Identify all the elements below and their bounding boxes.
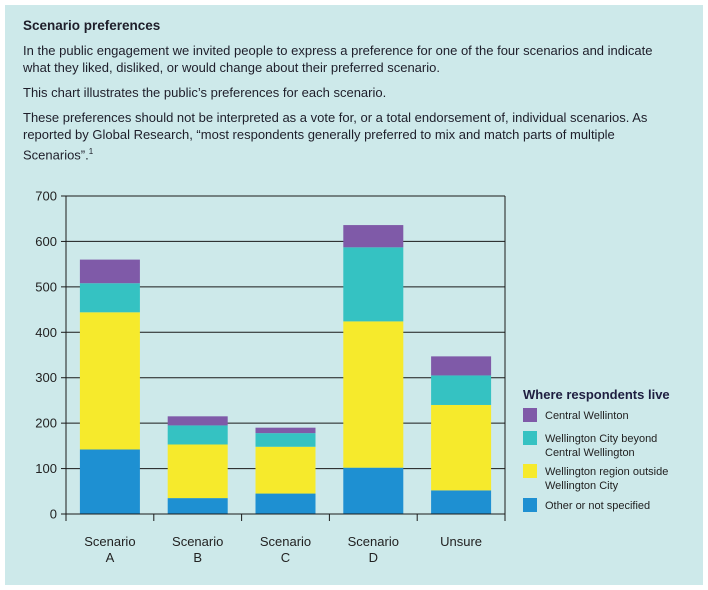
bar-segment bbox=[343, 247, 404, 322]
y-tick-label: 0 bbox=[50, 507, 57, 522]
legend-swatch bbox=[523, 408, 537, 422]
x-category-label: Scenario bbox=[348, 534, 399, 549]
legend-label: Wellington City beyond bbox=[545, 433, 657, 445]
legend-label: Wellington region outside bbox=[545, 466, 668, 478]
intro-paragraph-2: This chart illustrates the public’s pref… bbox=[23, 85, 387, 100]
bar-segment bbox=[431, 375, 492, 405]
y-tick-label: 100 bbox=[35, 461, 57, 476]
intro-paragraph-1: In the public engagement we invited peop… bbox=[23, 43, 653, 75]
bar-segment bbox=[167, 425, 228, 445]
bar-segment bbox=[255, 433, 316, 447]
legend-swatch bbox=[523, 498, 537, 512]
x-category-label: Unsure bbox=[440, 534, 482, 549]
y-tick-label: 400 bbox=[35, 325, 57, 340]
intro-text: Scenario preferences In the public engag… bbox=[23, 18, 683, 171]
bar-segment bbox=[255, 493, 316, 514]
y-tick-label: 500 bbox=[35, 279, 57, 294]
x-category-label: C bbox=[281, 550, 290, 565]
bar-segment bbox=[431, 490, 492, 514]
intro-paragraph-3: These preferences should not be interpre… bbox=[23, 109, 683, 163]
legend-label: Other or not specified bbox=[545, 500, 650, 512]
bar-segment bbox=[343, 467, 404, 514]
legend-label: Central Wellinton bbox=[545, 410, 629, 422]
bar-segment bbox=[431, 404, 492, 491]
bar-segment bbox=[79, 283, 140, 313]
x-category-label: Scenario bbox=[172, 534, 223, 549]
legend-label: Wellington City bbox=[545, 480, 619, 492]
bar-segment bbox=[343, 225, 404, 248]
y-tick-label: 300 bbox=[35, 370, 57, 385]
y-tick-label: 200 bbox=[35, 416, 57, 431]
legend-label: Central Wellington bbox=[545, 447, 635, 459]
page-title: Scenario preferences bbox=[23, 18, 161, 33]
bar-segment bbox=[79, 449, 140, 514]
x-category-label: B bbox=[193, 550, 202, 565]
bar-segment bbox=[343, 321, 404, 468]
x-category-label: D bbox=[369, 550, 378, 565]
y-tick-label: 700 bbox=[35, 189, 57, 204]
bar-segment bbox=[79, 259, 140, 284]
legend-title: Where respondents live bbox=[523, 387, 670, 402]
bar-segment bbox=[167, 498, 228, 514]
bar-segment bbox=[167, 416, 228, 426]
x-category-label: Scenario bbox=[260, 534, 311, 549]
bar-segment bbox=[255, 427, 316, 434]
bar-segment bbox=[79, 312, 140, 450]
bar-segment bbox=[167, 444, 228, 499]
bar-segment bbox=[255, 446, 316, 494]
legend-swatch bbox=[523, 464, 537, 478]
x-category-label: Scenario bbox=[84, 534, 135, 549]
footnote-marker: 1 bbox=[88, 147, 94, 156]
bar-segment bbox=[431, 356, 492, 376]
y-tick-label: 600 bbox=[35, 234, 57, 249]
legend-swatch bbox=[523, 431, 537, 445]
x-category-label: A bbox=[106, 550, 115, 565]
intro-paragraph-3-text: These preferences should not be interpre… bbox=[23, 110, 648, 163]
